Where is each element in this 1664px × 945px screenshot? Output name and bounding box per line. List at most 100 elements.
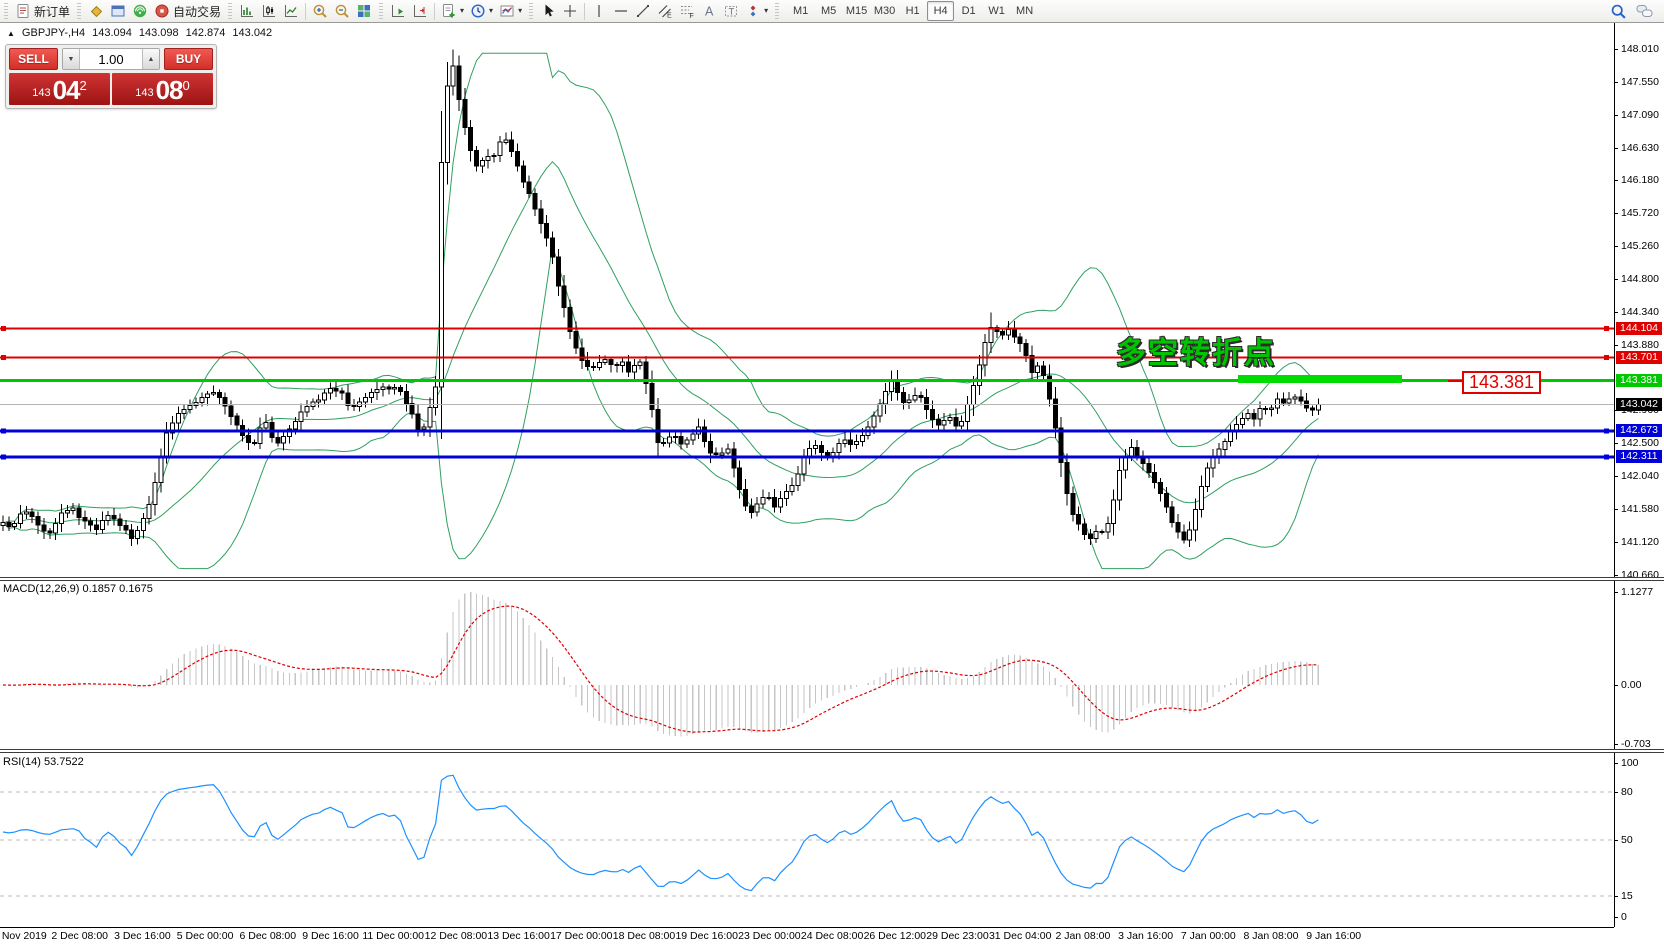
time-axis-label: 24 Dec 08:00	[800, 930, 864, 942]
macd-label: MACD(12,26,9) 0.1857 0.1675	[3, 583, 153, 595]
toolbar-grip[interactable]	[529, 3, 534, 19]
auto-scroll-button[interactable]	[387, 1, 409, 21]
toolbar-grip[interactable]	[228, 3, 233, 19]
cursor-button[interactable]	[537, 1, 559, 21]
toolbar-grip[interactable]	[775, 3, 780, 19]
price-tick-mark	[1614, 476, 1618, 477]
text-button[interactable]: A	[698, 1, 720, 21]
new-order-label: 新订单	[34, 4, 71, 19]
price-axis-line[interactable]	[1614, 23, 1615, 927]
price-chart[interactable]	[0, 23, 1614, 580]
terminal-button[interactable]	[107, 1, 129, 21]
toolbar-grip[interactable]	[379, 3, 384, 19]
price-tick-mark	[1614, 312, 1618, 313]
sell-price-display[interactable]: 143 04 2	[9, 73, 110, 105]
timeframe-d1-button[interactable]: D1	[961, 5, 976, 17]
panel-separator[interactable]	[0, 749, 1664, 753]
green-highlight-bar[interactable]	[1238, 375, 1402, 383]
channel-icon: E	[658, 5, 672, 20]
zoom-in-button[interactable]	[309, 1, 331, 21]
one-click-collapse-arrow[interactable]: ▲	[7, 28, 15, 38]
price-tick-label: 145.720	[1621, 207, 1659, 219]
search-icon[interactable]	[1610, 3, 1627, 20]
price-tag-143381[interactable]: 143.381	[1462, 371, 1542, 394]
price-tick-label: 143.880	[1621, 339, 1659, 351]
price-tick-label: 146.630	[1621, 142, 1659, 154]
price-tick-label: 146.180	[1621, 174, 1659, 186]
time-axis-label: 5 Dec 00:00	[176, 930, 234, 942]
new-chart-icon	[443, 4, 455, 18]
price-tick-mark	[1614, 82, 1618, 83]
templates-button[interactable]	[496, 1, 525, 21]
timeframe-group: M1 M5 M15 M30 H1 H4 D1 W1 MN	[787, 1, 1038, 21]
sell-button[interactable]: SELL	[9, 48, 58, 70]
price-tick-label: 142.500	[1621, 437, 1659, 449]
timeframe-h1-button[interactable]: H1	[905, 5, 920, 17]
horizontal-line-icon	[615, 10, 628, 12]
zoom-in-icon	[313, 4, 327, 18]
zoom-out-button[interactable]	[331, 1, 353, 21]
candlestick-chart-button[interactable]	[258, 1, 280, 21]
tile-windows-button[interactable]	[353, 1, 375, 21]
macd-tick-mark	[1614, 685, 1618, 686]
macd-tick-label: 0.00	[1621, 679, 1642, 691]
price-tick-label: 141.580	[1621, 503, 1659, 515]
price-tick-mark	[1614, 279, 1618, 280]
symbol-info-line: ▲ GBPJPY-,H4 143.094 143.098 142.874 143…	[7, 27, 272, 39]
volume-increase-button[interactable]	[142, 49, 159, 69]
line-chart-button[interactable]	[280, 1, 302, 21]
volume-decrease-button[interactable]	[63, 49, 80, 69]
signals-button[interactable]	[129, 1, 151, 21]
fibonacci-button[interactable]: F	[676, 1, 698, 21]
buy-button[interactable]: BUY	[164, 48, 213, 70]
svg-text:F: F	[690, 13, 694, 19]
time-axis-label: 11 Dec 00:00	[362, 930, 425, 942]
turning-point-annotation[interactable]: 多空转折点	[1116, 337, 1276, 370]
timeframe-m1-button[interactable]: M1	[792, 5, 809, 17]
arrows-button[interactable]	[742, 1, 771, 21]
buy-price-pip: 0	[182, 78, 190, 93]
chart-area[interactable]: ▲ GBPJPY-,H4 143.094 143.098 142.874 143…	[0, 23, 1664, 945]
trendline-button[interactable]	[632, 1, 654, 21]
timeframe-mn-button[interactable]: MN	[1016, 5, 1034, 17]
rsi-tick-mark	[1614, 792, 1618, 793]
periods-button[interactable]	[467, 1, 496, 21]
new-order-button[interactable]: 新订单	[12, 1, 73, 21]
autotrading-button[interactable]: 自动交易	[151, 1, 224, 21]
time-axis-label: 19 Dec 16:00	[675, 930, 738, 942]
svg-text:E: E	[667, 13, 672, 20]
timeframe-w1-button[interactable]: W1	[988, 5, 1005, 17]
timeframe-m30-button[interactable]: M30	[873, 5, 896, 17]
chat-icon[interactable]	[1635, 3, 1654, 19]
chart-shift-button[interactable]	[409, 1, 431, 21]
rsi-tick-label: 0	[1621, 911, 1627, 923]
crosshair-button[interactable]	[559, 1, 581, 21]
toolbar-grip[interactable]	[4, 3, 8, 19]
equidistant-channel-button[interactable]: E	[654, 1, 676, 21]
trendline-icon	[637, 5, 650, 17]
main-toolbar: 新订单 自动交易	[0, 0, 1664, 23]
bar-chart-button[interactable]	[236, 1, 258, 21]
price-tick-mark	[1614, 148, 1618, 149]
panel-separator[interactable]	[0, 577, 1664, 581]
autotrading-icon	[155, 4, 169, 18]
rsi-panel[interactable]	[0, 753, 1614, 926]
timeframe-m5-button[interactable]: M5	[820, 5, 837, 17]
new-chart-button[interactable]	[438, 1, 467, 21]
time-axis-label: 3 Dec 16:00	[114, 930, 171, 942]
text-label-button[interactable]: T	[720, 1, 742, 21]
volume-field[interactable]: 1.00	[98, 51, 124, 67]
timeframe-h4-button[interactable]: H4	[927, 1, 955, 21]
price-tag-dash	[1448, 380, 1462, 382]
rsi-tick-mark	[1614, 896, 1618, 897]
price-tick-mark	[1614, 246, 1618, 247]
toolbar-grip[interactable]	[77, 3, 82, 19]
timeframe-m15-button[interactable]: M15	[845, 5, 868, 17]
buy-price-display[interactable]: 143 08 0	[112, 73, 213, 105]
macd-panel[interactable]	[0, 581, 1614, 749]
time-axis-label: 2 Dec 08:00	[51, 930, 108, 942]
text-a-icon: A	[705, 5, 714, 19]
horizontal-line-button[interactable]	[610, 1, 632, 21]
metaeditor-button[interactable]	[85, 1, 107, 21]
vertical-line-button[interactable]	[588, 1, 610, 21]
